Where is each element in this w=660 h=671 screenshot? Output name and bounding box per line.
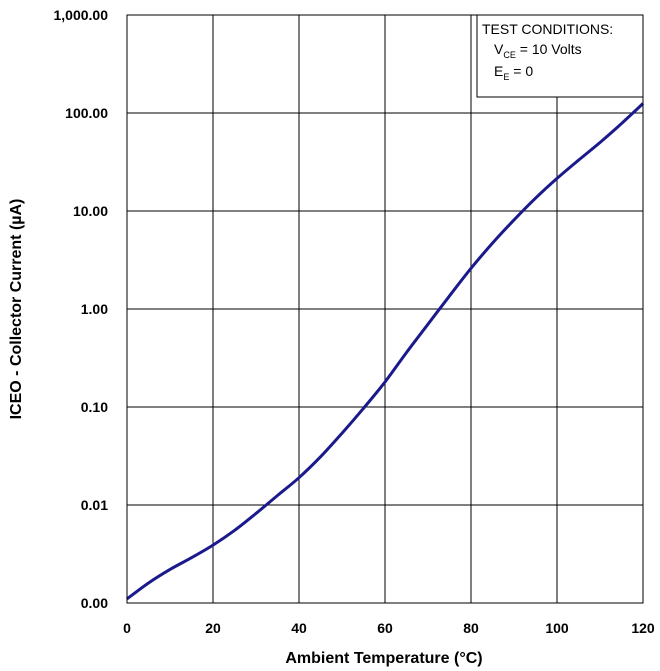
grid: [127, 15, 643, 603]
y-tick-label: 1,000.00: [54, 7, 109, 23]
series-line-0: [126, 102, 645, 601]
y-tick-label: 100.00: [65, 105, 108, 121]
ee-subscript: E: [503, 72, 509, 82]
test-conditions-title: TEST CONDITIONS:: [482, 21, 613, 37]
y-tick-labels: 0.00 0.01 0.10 1.00 10.00 100.00 1,000.00: [54, 7, 109, 611]
vce-value: = 10 Volts: [516, 41, 582, 57]
y-axis-title: ICEO - Collector Current (µA): [8, 199, 25, 420]
ee-symbol: E: [494, 63, 503, 79]
test-conditions-box: TEST CONDITIONS: VCE = 10 Volts EE = 0: [476, 14, 644, 98]
ee-value: = 0: [509, 63, 533, 79]
plot-frame: [126, 14, 644, 604]
y-tick-label: 0.10: [81, 399, 108, 415]
x-tick-label: 80: [463, 620, 479, 636]
y-tick-label: 1.00: [81, 301, 108, 317]
x-tick-label: 100: [545, 620, 569, 636]
y-tick-label: 0.00: [81, 595, 108, 611]
vce-symbol: V: [494, 41, 504, 57]
x-tick-label: 120: [631, 620, 655, 636]
y-tick-label: 10.00: [73, 203, 108, 219]
x-tick-label: 0: [123, 620, 131, 636]
y-tick-label: 0.01: [81, 497, 108, 513]
x-tick-labels: 0 20 40 60 80 100 120: [123, 620, 655, 636]
x-tick-label: 20: [205, 620, 221, 636]
test-condition-vce: VCE = 10 Volts: [494, 41, 582, 60]
x-axis-title: Ambient Temperature (°C): [285, 650, 482, 667]
test-conditions-frame: [476, 14, 644, 98]
series-layer: [126, 102, 645, 601]
test-condition-ee: EE = 0: [494, 63, 533, 82]
vce-subscript: CE: [503, 50, 516, 60]
x-tick-label: 60: [377, 620, 393, 636]
x-tick-label: 40: [291, 620, 307, 636]
